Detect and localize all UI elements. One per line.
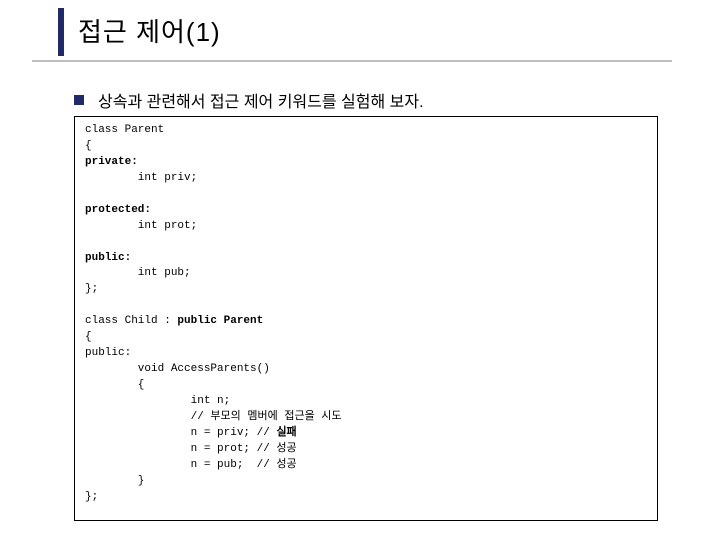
code-line: int n; <box>85 395 230 407</box>
code-keyword: public Parent <box>177 315 263 327</box>
code-keyword: private: <box>85 156 138 168</box>
code-line: { <box>85 379 144 391</box>
code-line: int priv; <box>85 172 197 184</box>
subtitle-row: 상속과 관련해서 접근 제어 키워드를 실험해 보자. <box>74 88 424 112</box>
code-line: }; <box>85 491 98 503</box>
title-suffix: (1) <box>186 17 221 47</box>
title-underline <box>32 60 672 62</box>
code-highlight: 실패 <box>276 427 296 439</box>
code-line: n = prot; // 성공 <box>85 443 297 455</box>
title-accent-bar <box>58 8 64 56</box>
code-line: } <box>85 475 144 487</box>
code-keyword: protected: <box>85 204 151 216</box>
code-line: void AccessParents() <box>85 363 270 375</box>
square-bullet-icon <box>74 95 84 105</box>
page-title: 접근 제어(1) <box>78 12 221 49</box>
code-block: class Parent { private: int priv; protec… <box>74 116 658 521</box>
code-line: public: <box>85 347 131 359</box>
code-line: class Parent <box>85 124 164 136</box>
code-line: // 부모의 멤버에 접근을 시도 <box>85 411 342 423</box>
code-line: { <box>85 140 92 152</box>
code-line: n = priv; // <box>85 427 276 439</box>
subtitle-text: 상속과 관련해서 접근 제어 키워드를 실험해 보자. <box>98 88 424 112</box>
code-line: }; <box>85 283 98 295</box>
code-line: int pub; <box>85 267 191 279</box>
code-keyword: public: <box>85 252 131 264</box>
code-line: n = pub; // 성공 <box>85 459 297 471</box>
code-line: class Child : <box>85 315 177 327</box>
title-main: 접근 제어 <box>78 17 186 47</box>
code-line: { <box>85 331 92 343</box>
code-line: int prot; <box>85 220 197 232</box>
